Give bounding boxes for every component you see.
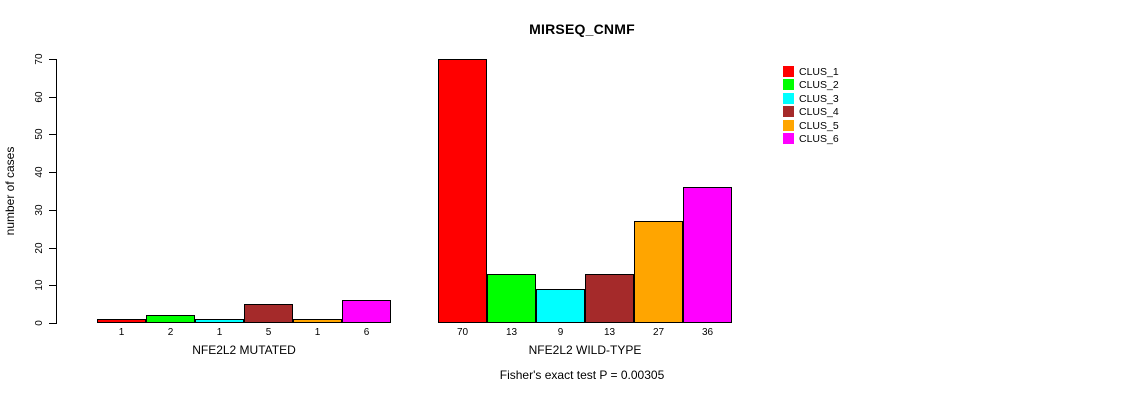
y-tick-label: 10 (34, 279, 45, 291)
legend-item: CLUS_6 (783, 133, 903, 145)
legend-swatch-clus_1 (783, 66, 794, 77)
bar-clus_4-group2 (585, 274, 634, 323)
y-tick-mark (49, 172, 56, 173)
bar-value-label: 1 (314, 327, 321, 338)
bar-clus_2-group2 (487, 274, 536, 323)
bar-clus_6-group2 (683, 187, 732, 323)
y-tick-mark (49, 97, 56, 98)
legend-label: CLUS_4 (799, 106, 839, 119)
x-axis-group-label: NFE2L2 WILD-TYPE (528, 343, 642, 357)
y-tick-label: 30 (34, 204, 45, 216)
bar-value-label: 13 (603, 327, 616, 338)
bar-clus_1-group2 (438, 59, 487, 323)
legend-label: CLUS_6 (799, 133, 839, 145)
y-tick-mark (49, 248, 56, 249)
bar-value-label: 70 (456, 327, 469, 338)
legend-label: CLUS_2 (799, 79, 839, 92)
bar-value-label: 13 (505, 327, 518, 338)
y-tick-label: 40 (34, 166, 45, 178)
legend-swatch-clus_6 (783, 133, 794, 144)
y-tick-label: 50 (34, 128, 45, 140)
legend-label: CLUS_1 (799, 66, 839, 78)
legend-item: CLUS_4 (783, 106, 903, 118)
y-tick-label: 20 (34, 242, 45, 254)
y-tick-label: 0 (34, 320, 45, 326)
bar-clus_3-group1 (195, 319, 244, 323)
y-tick-mark (49, 285, 56, 286)
bar-clus_6-group1 (342, 300, 391, 323)
legend-label: CLUS_3 (799, 92, 839, 105)
y-tick-mark (49, 134, 56, 135)
bar-value-label: 36 (701, 327, 714, 338)
y-axis-title: number of cases (3, 146, 17, 236)
bar-value-label: 6 (363, 327, 370, 338)
legend-swatch-clus_4 (783, 106, 794, 118)
bar-clus_4-group1 (244, 304, 293, 323)
x-axis-group-label: NFE2L2 MUTATED (192, 343, 296, 357)
bar-value-label: 5 (265, 327, 272, 338)
y-tick-label: 60 (34, 91, 45, 103)
legend-item: CLUS_3 (783, 92, 903, 105)
y-tick-mark (49, 59, 56, 60)
bar-clus_5-group2 (634, 221, 683, 323)
bar-value-label: 1 (118, 327, 125, 338)
legend-label: CLUS_5 (799, 119, 839, 132)
legend-swatch-clus_3 (783, 92, 794, 104)
chart-title: MIRSEQ_CNMF (529, 21, 635, 37)
y-tick-mark (49, 210, 56, 211)
bar-value-label: 27 (652, 327, 665, 338)
bar-clus_1-group1 (97, 319, 146, 323)
y-tick-mark (49, 323, 56, 324)
legend-item: CLUS_5 (783, 119, 903, 132)
bar-clus_5-group1 (293, 319, 342, 323)
bar-value-label: 1 (216, 327, 223, 338)
legend-swatch-clus_5 (783, 119, 794, 131)
legend-item: CLUS_1 (783, 66, 903, 78)
y-tick-label: 70 (34, 53, 45, 65)
y-axis-line (56, 59, 57, 324)
legend-swatch-clus_2 (783, 79, 794, 91)
bar-value-label: 2 (167, 327, 174, 338)
bar-value-label: 9 (557, 327, 564, 338)
annotation-fisher-test: Fisher's exact test P = 0.00305 (499, 368, 665, 382)
bar-clus_2-group1 (146, 315, 195, 323)
bar-clus_3-group2 (536, 289, 585, 323)
legend-item: CLUS_2 (783, 79, 903, 91)
